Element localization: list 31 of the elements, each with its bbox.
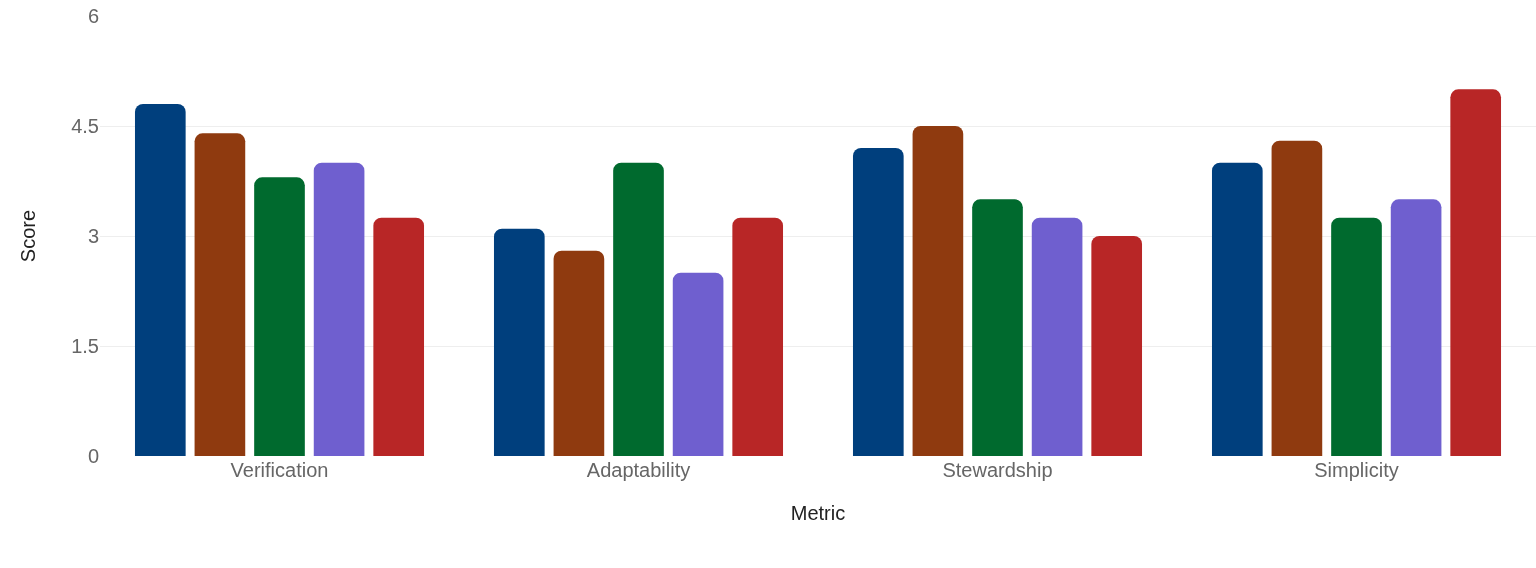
bar — [613, 162, 664, 456]
bar — [1091, 236, 1143, 456]
bar — [313, 162, 365, 456]
x-axis-title: Metric — [790, 501, 846, 524]
bar — [1390, 199, 1442, 456]
bar — [912, 126, 964, 456]
y-tick-label: 1.5 — [71, 335, 99, 357]
bar — [1211, 162, 1263, 456]
x-tick-label: Stewardship — [942, 459, 1053, 481]
x-tick-label: Adaptability — [586, 459, 691, 481]
bar — [254, 177, 305, 456]
bar — [493, 228, 545, 456]
x-tick-label: Verification — [230, 459, 329, 481]
bar — [1271, 140, 1323, 456]
bar — [134, 104, 186, 456]
bar — [672, 272, 724, 456]
y-tick-label: 3 — [87, 225, 99, 247]
y-tick-label: 0 — [87, 445, 99, 467]
bar — [972, 199, 1023, 456]
bar — [852, 148, 904, 456]
bar — [194, 133, 246, 456]
bar — [373, 217, 425, 456]
y-tick-label: 6 — [87, 5, 99, 27]
y-axis-title: Score — [16, 209, 39, 263]
y-tick-label: 4.5 — [71, 115, 99, 137]
bar — [732, 217, 784, 456]
x-tick-label: Simplicity — [1314, 459, 1399, 481]
bar — [553, 250, 605, 456]
bar — [1031, 217, 1083, 456]
bar — [1331, 217, 1382, 456]
bar — [1450, 89, 1502, 456]
